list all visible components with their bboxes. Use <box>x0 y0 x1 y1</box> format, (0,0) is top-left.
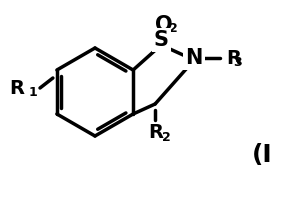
Text: 2: 2 <box>162 131 170 144</box>
Text: R: R <box>9 78 24 98</box>
Text: O: O <box>155 15 173 35</box>
Text: 1: 1 <box>28 86 38 99</box>
Text: 2: 2 <box>169 22 178 36</box>
Text: 3: 3 <box>233 55 242 68</box>
Text: (I: (I <box>252 143 272 167</box>
Text: R: R <box>148 123 164 142</box>
Text: N: N <box>185 48 203 68</box>
Text: S: S <box>154 30 169 50</box>
Text: R: R <box>226 48 241 68</box>
